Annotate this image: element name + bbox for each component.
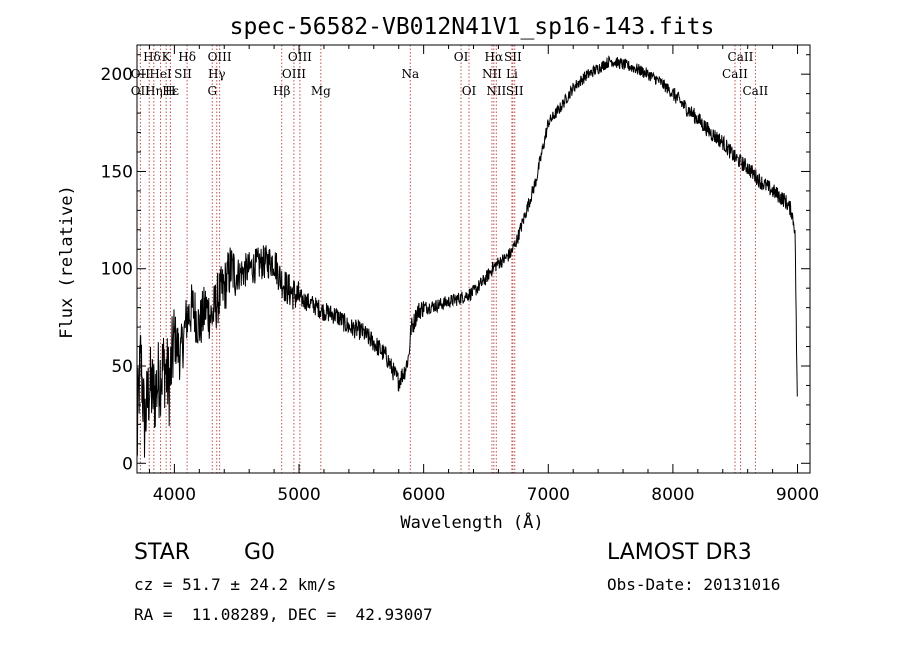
y-axis-label: Flux (relative) — [57, 185, 77, 339]
y-tick-label: 50 — [111, 357, 133, 377]
spectral-line-label: Hδ — [143, 50, 161, 64]
y-tick-label: 150 — [101, 162, 133, 182]
object-subclass: G0 — [244, 540, 276, 565]
spectral-line-label: OIII — [288, 50, 312, 64]
x-axis-ticks: 4000 5000 6000 7000 8000 9000 — [148, 45, 819, 505]
survey-name: LAMOST DR3 — [607, 540, 752, 565]
spectral-line-label: SII — [504, 50, 522, 64]
spectral-line-label: SII — [174, 67, 192, 81]
spectral-line-label: NII — [486, 84, 506, 98]
chart-title: spec-56582-VB012N41V1_sp16-143.fits — [230, 14, 715, 40]
spectral-line-label: SII — [506, 84, 524, 98]
spectral-line-label: Mg — [311, 84, 331, 98]
x-tick-label: 6000 — [402, 485, 445, 505]
spectral-line-label: Hα — [485, 50, 504, 64]
spectral-line-label: G — [207, 84, 217, 98]
x-axis-label: Wavelength (Å) — [400, 511, 543, 533]
spectral-line-label: HeI — [149, 67, 172, 81]
object-class: STAR — [134, 540, 191, 565]
spectral-line-label: K — [162, 50, 172, 64]
y-tick-label: 100 — [101, 260, 133, 280]
redshift-cz: cz = 51.7 ± 24.2 km/s — [134, 575, 337, 594]
observation-date: Obs-Date: 20131016 — [607, 575, 781, 594]
y-tick-label: 200 — [101, 65, 133, 85]
spectral-line-label: CaII — [722, 67, 748, 81]
spectral-line-label: Li — [506, 67, 518, 81]
spectral-line-label: H — [165, 84, 175, 98]
x-tick-label: 4000 — [153, 485, 196, 505]
spectral-line-label: OI — [462, 84, 477, 98]
spectral-line-markers — [139, 45, 756, 473]
spectral-line-label: OI — [454, 50, 469, 64]
ra-dec-coordinates: RA = 11.08289, DEC = 42.93007 — [134, 605, 433, 624]
spectral-line-label: CaII — [742, 84, 768, 98]
spectral-line-label: NII — [482, 67, 502, 81]
x-tick-label: 7000 — [527, 485, 570, 505]
x-tick-label: 5000 — [277, 485, 320, 505]
plot-frame — [136, 44, 811, 474]
spectral-line-label: Hβ — [273, 84, 290, 98]
y-tick-label: 0 — [122, 454, 133, 474]
spectral-line-label: Hδ — [178, 50, 196, 64]
y-axis-ticks: 0 50 100 150 200 — [101, 54, 810, 474]
x-tick-label: 9000 — [776, 485, 819, 505]
spectral-line-label: Hη — [145, 84, 163, 98]
spectral-line-label: OII — [131, 84, 151, 98]
spectral-line-label: OIII — [208, 50, 232, 64]
spectral-line-label: OIII — [282, 67, 306, 81]
x-tick-label: 8000 — [651, 485, 694, 505]
spectral-line-label: Hγ — [208, 67, 226, 81]
spectrum-line — [136, 55, 798, 458]
spectral-line-label: CaII — [728, 50, 754, 64]
spectral-line-label: Hε — [162, 84, 179, 98]
spectral-line-label: Na — [401, 67, 419, 81]
